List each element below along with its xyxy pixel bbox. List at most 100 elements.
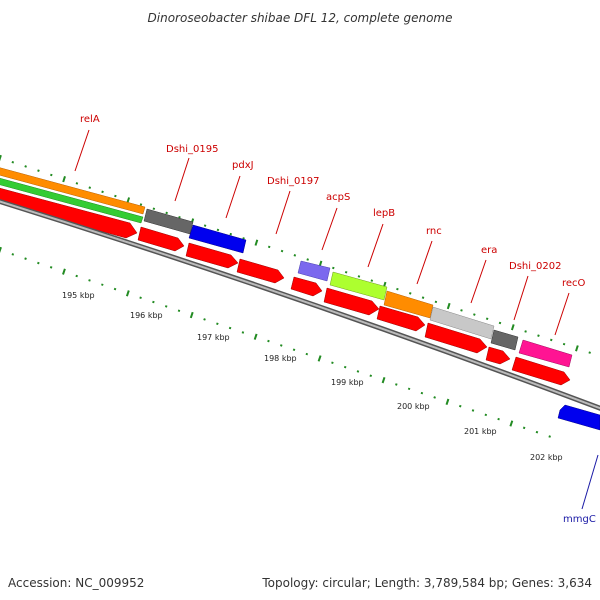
major-tick xyxy=(62,175,66,183)
minor-tick xyxy=(229,232,233,236)
feature-lepB[interactable] xyxy=(329,271,388,301)
minor-tick xyxy=(332,266,335,270)
outer-tick-row xyxy=(0,154,591,354)
cds-arrow[interactable] xyxy=(137,226,185,252)
gene-label-relA[interactable]: relA xyxy=(80,114,100,125)
major-tick xyxy=(575,345,579,352)
minor-tick xyxy=(177,309,181,313)
leader-line xyxy=(74,129,90,172)
minor-tick xyxy=(216,228,220,232)
minor-tick xyxy=(497,417,500,421)
major-tick xyxy=(125,290,130,297)
minor-tick xyxy=(24,165,27,168)
major-tick xyxy=(446,302,451,310)
minor-tick xyxy=(396,287,399,291)
cds-arrow[interactable] xyxy=(511,356,571,386)
kbp-label: 199 kbp xyxy=(331,378,364,387)
minor-tick xyxy=(420,391,424,395)
leader-line xyxy=(275,190,291,235)
feature-acpS[interactable] xyxy=(297,260,331,282)
minor-tick xyxy=(421,296,425,299)
gene-label-recO[interactable]: recO xyxy=(562,278,586,289)
minor-tick xyxy=(370,279,374,282)
minor-tick xyxy=(75,182,79,185)
gene-label-acpS[interactable]: acpS xyxy=(326,192,350,203)
gene-label-pdxJ[interactable]: pdxJ xyxy=(232,160,254,171)
minor-tick xyxy=(588,351,591,354)
minor-tick xyxy=(101,283,104,286)
minor-tick xyxy=(50,173,53,177)
minor-tick xyxy=(24,257,27,260)
leader-line xyxy=(470,259,487,304)
gene-label-era[interactable]: era xyxy=(481,245,497,256)
gene-label-Dshi_0195[interactable]: Dshi_0195 xyxy=(166,144,218,155)
kbp-labels: 195 kbp 196 kbp 197 kbp 198 kbp 199 kbp … xyxy=(62,291,563,462)
accession-text: Accession: NC_009952 xyxy=(8,576,144,590)
leader-line xyxy=(321,207,338,251)
feature-relA-green[interactable] xyxy=(0,175,144,224)
cds-arrow[interactable] xyxy=(424,322,488,354)
minor-tick xyxy=(49,266,53,269)
gene-label-mmgC[interactable]: mmgC xyxy=(563,514,596,525)
minor-tick xyxy=(395,383,398,386)
minor-tick xyxy=(203,318,206,321)
minor-tick xyxy=(562,342,566,346)
inner-tick-row xyxy=(0,246,551,438)
leader-line xyxy=(513,275,529,321)
minor-tick xyxy=(473,313,476,316)
minor-tick xyxy=(460,309,463,312)
feature-track-cds xyxy=(0,185,571,386)
cds-arrow[interactable] xyxy=(376,305,426,332)
cds-arrow[interactable] xyxy=(323,287,380,316)
feature-pdxJ[interactable] xyxy=(188,224,247,254)
major-tick xyxy=(254,239,259,246)
feature-era[interactable] xyxy=(429,306,495,340)
cds-arrow[interactable] xyxy=(485,346,511,365)
feature-relA-orange[interactable] xyxy=(0,165,146,215)
minor-tick xyxy=(280,249,284,253)
minor-tick xyxy=(434,300,438,304)
feature-recO[interactable] xyxy=(518,339,573,368)
cds-arrow[interactable] xyxy=(236,258,285,284)
minor-tick xyxy=(165,211,168,215)
gene-label-Dshi_0202[interactable]: Dshi_0202 xyxy=(509,261,561,272)
minor-tick xyxy=(357,275,361,278)
kbp-label: 200 kbp xyxy=(397,402,430,411)
minor-tick xyxy=(241,331,245,334)
minor-tick xyxy=(343,365,347,369)
feature-rnc[interactable] xyxy=(383,290,434,319)
cds-arrow[interactable] xyxy=(0,185,138,239)
minor-tick xyxy=(549,338,553,342)
minor-tick xyxy=(216,322,219,326)
major-tick xyxy=(0,246,2,253)
cds-arrow[interactable] xyxy=(185,242,239,269)
kbp-label: 195 kbp xyxy=(62,291,95,300)
gene-label-rnc[interactable]: rnc xyxy=(426,226,442,237)
cds-arrow[interactable] xyxy=(290,276,323,297)
leader-line xyxy=(174,157,190,202)
feature-mmgC[interactable] xyxy=(557,404,600,431)
major-tick xyxy=(317,355,322,362)
major-tick xyxy=(0,154,2,162)
major-tick xyxy=(510,324,515,331)
minor-tick xyxy=(88,279,91,282)
leader-line xyxy=(416,240,433,285)
minor-tick xyxy=(344,270,348,274)
topology-text: Topology: circular; Length: 3,789,584 bp… xyxy=(261,576,592,590)
minor-tick xyxy=(293,254,297,257)
gene-label-lepB[interactable]: lepB xyxy=(373,208,395,219)
minor-tick xyxy=(267,339,270,343)
minor-tick xyxy=(37,261,40,265)
minor-tick xyxy=(152,300,155,304)
major-tick xyxy=(62,268,66,275)
minor-tick xyxy=(356,370,360,373)
major-tick xyxy=(381,376,386,384)
feature-Dshi_0202[interactable] xyxy=(490,329,519,351)
gene-label-Dshi_0197[interactable]: Dshi_0197 xyxy=(267,176,319,187)
feature-track-cog xyxy=(0,165,600,431)
minor-tick xyxy=(101,190,104,194)
major-tick xyxy=(509,420,514,427)
gene-labels: relA Dshi_0195 pdxJ Dshi_0197 acpS lepB … xyxy=(80,114,596,525)
minor-tick xyxy=(471,409,475,412)
